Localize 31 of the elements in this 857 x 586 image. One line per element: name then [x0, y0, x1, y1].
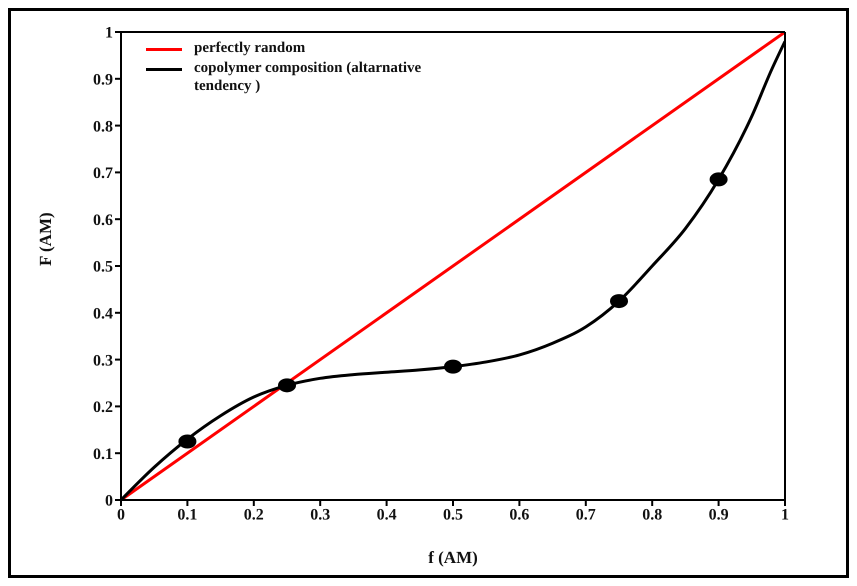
x-tick-label: 0.9: [708, 506, 729, 524]
y-tick-label: 0.6: [93, 212, 113, 229]
point: [444, 360, 462, 374]
y-tick-label: 0.9: [93, 71, 113, 88]
legend-label: copolymer composition (altarnative tendency ): [194, 59, 422, 95]
x-tick-label: 0.2: [244, 506, 264, 524]
y-tick-label: 0.7: [93, 165, 113, 182]
y-tick-label: 0.8: [93, 118, 113, 136]
point: [278, 378, 296, 392]
y-tick-label: 0.2: [93, 399, 113, 416]
legend-label: perfectly random: [194, 39, 306, 57]
y-axis-title: F (AM): [36, 212, 56, 266]
y-tick-label: 0.1: [93, 446, 113, 463]
point: [610, 294, 628, 308]
x-tick-label: 0.3: [310, 506, 330, 524]
point: [710, 172, 728, 186]
x-tick-label: 0.4: [376, 506, 397, 524]
x-tick-label: 1: [781, 506, 789, 524]
x-tick-label: 0.5: [443, 506, 463, 524]
y-tick-label: 0.4: [93, 305, 113, 322]
y-tick-label: 0.3: [93, 352, 113, 370]
point: [178, 434, 196, 448]
x-axis-title: f (AM): [428, 548, 478, 567]
x-tick-label: 0.8: [642, 506, 662, 524]
y-tick-label: 1: [105, 24, 113, 42]
x-tick-label: 0.7: [576, 506, 596, 524]
y-tick-label: 0.5: [93, 258, 113, 276]
x-tick-label: 0.6: [509, 506, 530, 524]
x-tick-label: 0: [117, 506, 125, 524]
x-tick-label: 0.1: [177, 506, 198, 524]
y-tick-label: 0: [105, 492, 113, 510]
